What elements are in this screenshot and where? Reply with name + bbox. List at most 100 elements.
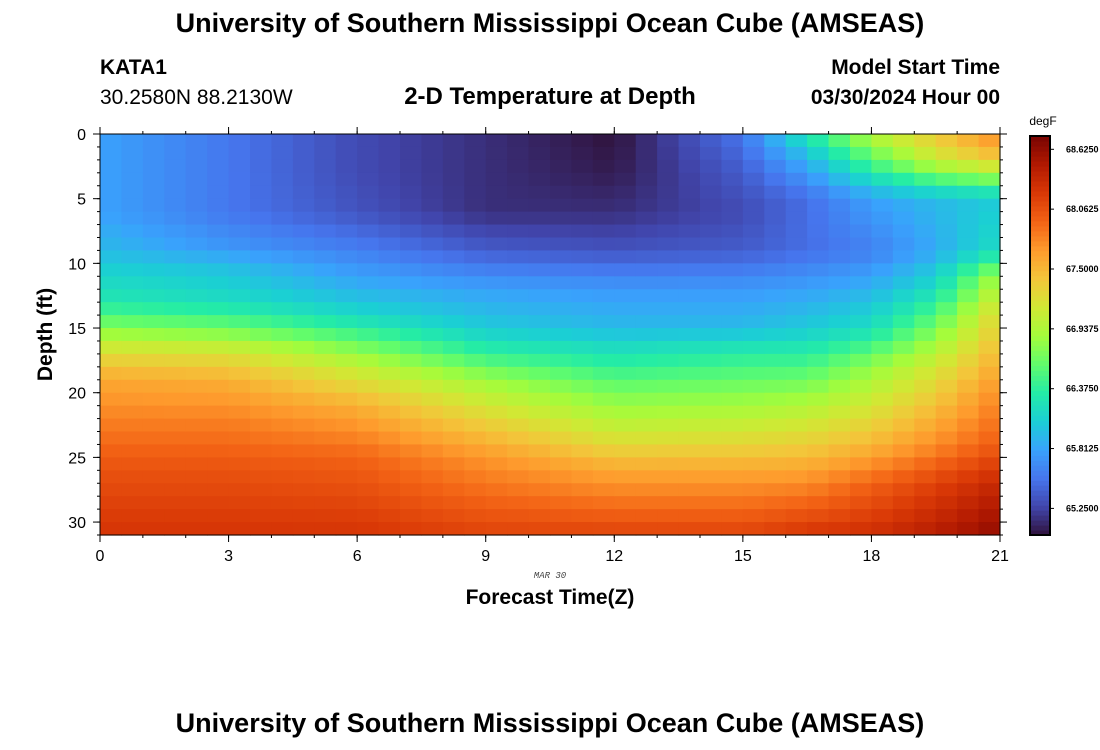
heatmap-cell bbox=[935, 134, 958, 148]
heatmap-cell bbox=[121, 315, 144, 329]
colorbar-segment bbox=[1030, 430, 1050, 436]
heatmap-cell bbox=[957, 198, 980, 213]
heatmap-cell bbox=[678, 276, 701, 290]
colorbar-segment bbox=[1030, 375, 1050, 381]
heatmap-cell bbox=[935, 405, 958, 420]
heatmap-cell bbox=[957, 328, 980, 342]
heatmap-cell bbox=[314, 405, 337, 420]
heatmap-cell bbox=[378, 211, 401, 226]
heatmap-cell bbox=[700, 483, 723, 497]
heatmap-cell bbox=[400, 470, 423, 484]
heatmap-cell bbox=[185, 185, 208, 200]
heatmap-cell bbox=[185, 509, 208, 523]
heatmap-cell bbox=[464, 289, 487, 303]
heatmap-cell bbox=[485, 522, 508, 536]
heatmap-cell bbox=[507, 224, 530, 239]
model-start-label: Model Start Time bbox=[831, 56, 1000, 79]
heatmap-cell bbox=[378, 496, 401, 510]
heatmap-cell bbox=[528, 185, 551, 200]
heatmap-cell bbox=[142, 263, 165, 277]
heatmap-cell bbox=[292, 276, 315, 290]
heatmap-cell bbox=[700, 146, 723, 161]
heatmap-cell bbox=[357, 146, 380, 161]
heatmap-cell bbox=[121, 263, 144, 277]
colorbar-segment bbox=[1030, 515, 1050, 521]
heatmap-cell bbox=[442, 172, 465, 187]
heatmap-cell bbox=[228, 185, 251, 200]
heatmap-cell bbox=[528, 522, 551, 536]
heatmap-cell bbox=[292, 392, 315, 407]
heatmap-cell bbox=[335, 211, 358, 226]
heatmap-cell bbox=[742, 172, 765, 187]
heatmap-cell bbox=[400, 522, 423, 536]
colorbar-segment bbox=[1030, 415, 1050, 421]
heatmap-cell bbox=[657, 263, 680, 277]
heatmap-cell bbox=[507, 418, 530, 433]
heatmap-cell bbox=[314, 198, 337, 213]
heatmap-cell bbox=[314, 289, 337, 303]
heatmap-cell bbox=[721, 315, 744, 329]
heatmap-cell bbox=[850, 237, 873, 252]
heatmap-cell bbox=[121, 211, 144, 226]
heatmap-cell bbox=[442, 328, 465, 342]
heatmap-cell bbox=[485, 289, 508, 303]
heatmap-cell bbox=[185, 392, 208, 407]
heatmap-cell bbox=[207, 328, 230, 342]
heatmap-cell bbox=[807, 405, 830, 420]
heatmap-cell bbox=[335, 496, 358, 510]
heatmap-cell bbox=[700, 315, 723, 329]
heatmap-cell bbox=[764, 379, 787, 394]
heatmap-cell bbox=[571, 392, 594, 407]
heatmap-cell bbox=[507, 522, 530, 536]
heatmap-cell bbox=[614, 405, 637, 420]
heatmap-cell bbox=[871, 405, 894, 420]
heatmap-cell bbox=[700, 431, 723, 446]
heatmap-cell bbox=[657, 379, 680, 394]
heatmap-cell bbox=[164, 172, 187, 187]
heatmap-cell bbox=[207, 366, 230, 381]
heatmap-cell bbox=[185, 198, 208, 213]
heatmap-cell bbox=[742, 379, 765, 394]
colorbar-segment bbox=[1030, 305, 1050, 312]
heatmap-cell bbox=[442, 315, 465, 329]
heatmap-cell bbox=[850, 405, 873, 420]
heatmap-cell bbox=[571, 496, 594, 510]
heatmap-cell bbox=[335, 134, 358, 148]
heatmap-cell bbox=[571, 483, 594, 497]
heatmap-cell bbox=[978, 250, 1001, 264]
heatmap-cell bbox=[464, 457, 487, 471]
heatmap-cell bbox=[228, 418, 251, 433]
heatmap-cell bbox=[721, 444, 744, 458]
heatmap-cell bbox=[271, 211, 294, 226]
heatmap-cell bbox=[100, 134, 123, 148]
heatmap-cell bbox=[957, 405, 980, 420]
heatmap-cell bbox=[314, 483, 337, 497]
heatmap-cell bbox=[978, 185, 1001, 200]
heatmap-cell bbox=[550, 250, 573, 264]
colorbar-tick-label: 68.6250 bbox=[1066, 144, 1099, 154]
heatmap-cell bbox=[785, 224, 808, 239]
heatmap-cell bbox=[164, 340, 187, 355]
heatmap-cell bbox=[185, 496, 208, 510]
heatmap-cell bbox=[635, 159, 658, 174]
colorbar-segment bbox=[1030, 390, 1050, 396]
x-tick-label: 6 bbox=[353, 548, 362, 565]
heatmap-cell bbox=[528, 289, 551, 303]
heatmap-cell bbox=[185, 431, 208, 446]
page-title: University of Southern Mississippi Ocean… bbox=[175, 8, 925, 38]
heatmap-cell bbox=[871, 289, 894, 303]
heatmap-cell bbox=[721, 302, 744, 316]
heatmap-cell bbox=[528, 237, 551, 252]
heatmap-cell bbox=[121, 172, 144, 187]
colorbar-segment bbox=[1030, 205, 1050, 212]
heatmap-cell bbox=[100, 340, 123, 355]
heatmap-cell bbox=[464, 172, 487, 187]
heatmap-cell bbox=[828, 353, 851, 368]
heatmap-cell bbox=[871, 483, 894, 497]
heatmap-cell bbox=[957, 444, 980, 458]
heatmap-cell bbox=[700, 405, 723, 420]
heatmap-cell bbox=[914, 353, 937, 368]
heatmap-cell bbox=[614, 431, 637, 446]
heatmap-cell bbox=[421, 328, 444, 342]
heatmap-cell bbox=[357, 302, 380, 316]
